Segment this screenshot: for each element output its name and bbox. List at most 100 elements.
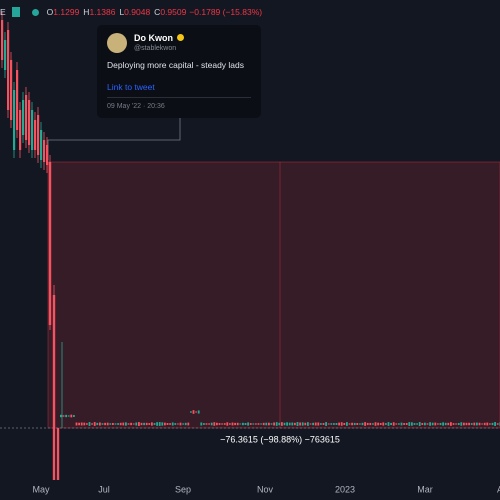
candle (56, 428, 60, 480)
candle (22, 100, 25, 135)
candle (203, 423, 205, 425)
candle (104, 422, 106, 426)
candle (286, 422, 288, 426)
candle (309, 423, 312, 425)
candle (333, 423, 335, 425)
candle (294, 422, 296, 426)
candle (442, 422, 444, 426)
candle (496, 423, 499, 425)
candle (265, 422, 268, 426)
candle (164, 422, 166, 426)
candle (268, 422, 270, 426)
candle (252, 423, 255, 425)
change: −0.1789 (−15.83%) (189, 7, 263, 17)
candle (465, 422, 468, 426)
name-text: Do Kwon (134, 33, 173, 43)
candle (421, 422, 424, 426)
candle (275, 422, 278, 426)
candle (374, 422, 377, 426)
candle (327, 423, 330, 425)
candle (270, 423, 273, 425)
candle (236, 422, 239, 426)
candle (46, 145, 49, 165)
candle (494, 422, 496, 426)
candle (106, 422, 109, 426)
candle (67, 415, 70, 417)
tweet-card: Do Kwon @stablekwon Deploying more capit… (97, 25, 261, 118)
ohlc-value: 0.9509 (160, 7, 187, 17)
candle (43, 140, 46, 162)
candle (283, 422, 286, 426)
candle (470, 423, 473, 425)
separator (107, 97, 251, 98)
candle (338, 422, 340, 426)
candle (80, 422, 83, 426)
candle (148, 423, 151, 425)
candle (273, 422, 275, 426)
candle (413, 423, 416, 425)
candle (426, 423, 429, 425)
candle (291, 422, 294, 426)
candle (434, 422, 437, 426)
candle (356, 423, 359, 425)
candle (75, 422, 78, 426)
candle (447, 422, 450, 426)
candle (387, 422, 390, 426)
x-tick-label: A (497, 484, 500, 494)
candle (262, 422, 265, 426)
candle (400, 422, 403, 426)
candle (377, 422, 379, 426)
candle (138, 422, 140, 426)
candle (229, 423, 231, 425)
candle (187, 422, 190, 426)
candle (424, 422, 426, 426)
candle (455, 423, 457, 425)
candle (156, 422, 158, 426)
candle (340, 422, 343, 426)
candles (1, 12, 500, 480)
candle (4, 40, 7, 70)
ohlc: O1.1299 H1.1386 L0.9048 C0.9509 (47, 7, 187, 17)
candle (379, 422, 382, 426)
tweet-text: Deploying more capital - steady lads (107, 60, 245, 70)
candle (353, 422, 356, 426)
candle (119, 422, 122, 426)
market-flag (11, 7, 20, 17)
candle (444, 422, 447, 426)
candle (483, 422, 486, 426)
candle (78, 422, 80, 426)
candle (481, 423, 483, 425)
measure-label: −76.3615 (−98.88%) −763615 (220, 434, 340, 444)
tweet-link[interactable]: Link to tweet (107, 82, 155, 92)
candle (190, 411, 192, 413)
badge (177, 34, 184, 41)
candle (1, 20, 4, 60)
candle (125, 422, 127, 426)
candle (197, 410, 200, 414)
candle (244, 422, 247, 426)
candle (249, 423, 252, 425)
candle (260, 423, 262, 425)
candle (307, 422, 309, 426)
candle (242, 422, 244, 426)
candle (25, 95, 28, 140)
candle (366, 422, 369, 426)
candle (343, 422, 346, 426)
tweet-date: 09 May '22 · 20:36 (107, 103, 165, 110)
candle (478, 422, 481, 426)
candle (169, 423, 171, 425)
candle (218, 423, 221, 425)
ohlc-key: C (154, 7, 161, 17)
candle (13, 90, 16, 150)
candle (405, 423, 408, 425)
x-tick-label: Jul (98, 484, 110, 494)
candle (88, 422, 91, 426)
candle (491, 422, 494, 426)
candle (16, 70, 19, 130)
candle (330, 423, 333, 425)
header: E O1.1299 H1.1386 L0.9048 C0.9509 −0.1789 (… (0, 5, 262, 19)
ohlc-key: O (46, 7, 54, 17)
candle (322, 423, 325, 425)
candle (452, 423, 455, 425)
